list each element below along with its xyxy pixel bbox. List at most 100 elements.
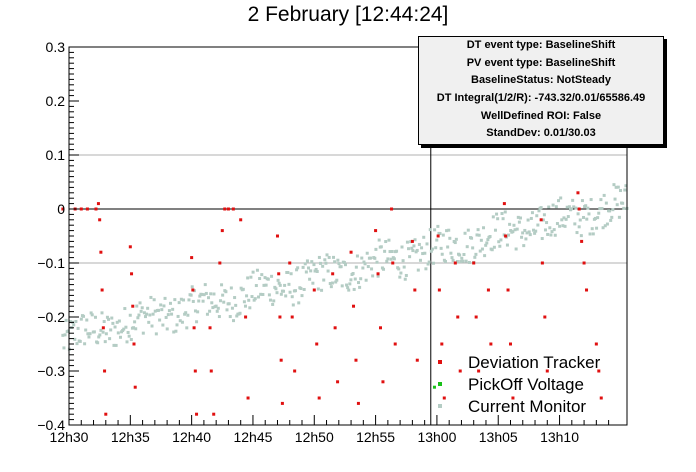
current-monitor-point [89,311,93,315]
current-monitor-point [195,320,199,324]
current-monitor-point [250,295,254,299]
current-monitor-point [84,328,88,332]
current-monitor-point [402,265,406,269]
current-monitor-point [183,312,187,316]
current-monitor-point [234,303,238,307]
current-monitor-point [198,294,202,298]
current-monitor-point [286,271,290,275]
current-monitor-point [537,209,541,213]
current-monitor-point [410,246,414,250]
current-monitor-point [276,278,280,282]
current-monitor-point [185,326,189,330]
current-monitor-point [75,342,79,346]
current-monitor-point [416,268,420,272]
current-monitor-point [363,262,367,266]
current-monitor-point [395,249,399,253]
current-monitor-point [436,224,440,228]
current-monitor-point [392,257,396,261]
deviation-tracker-point [440,342,444,346]
current-monitor-point [499,238,503,242]
current-monitor-point [309,269,313,273]
current-monitor-point [249,275,253,279]
y-tick-label: −0.3 [37,363,65,379]
deviation-tracker-point [374,229,378,233]
current-monitor-point [418,258,422,262]
deviation-tracker-point [543,315,547,319]
current-monitor-point [63,333,67,337]
current-monitor-point [518,216,522,220]
current-monitor-point [597,211,601,215]
current-monitor-point [539,206,543,210]
current-monitor-point [316,287,320,291]
current-monitor-point [186,313,190,317]
deviation-tracker-point [317,396,321,400]
current-monitor-point [486,238,490,242]
current-monitor-point [383,249,387,253]
current-monitor-point [200,292,204,296]
current-monitor-point [207,296,211,300]
current-monitor-point [409,240,413,244]
current-monitor-point [382,267,386,271]
deviation-tracker-point [239,218,243,222]
deviation-tracker-point [437,288,441,292]
deviation-tracker-point [577,207,581,211]
deviation-tracker-point [597,369,601,373]
current-monitor-point [139,309,143,313]
current-monitor-point [505,243,509,247]
current-monitor-point [610,215,614,219]
current-monitor-point [148,313,152,317]
current-monitor-point [136,316,140,320]
current-monitor-point [475,233,479,237]
current-monitor-point [523,228,527,232]
legend-label-deviation-tracker: Deviation Tracker [468,353,601,372]
deviation-tracker-point [506,288,510,292]
current-monitor-point [329,285,333,289]
deviation-tracker-point [190,256,194,260]
current-monitor-point [125,340,129,344]
current-monitor-point [543,228,547,232]
current-monitor-point [559,196,563,200]
deviation-tracker-point [275,234,279,238]
current-monitor-point [407,247,411,251]
current-monitor-point [86,332,90,336]
deviation-tracker-point [539,218,543,222]
current-monitor-point [473,255,477,259]
current-monitor-point [82,314,86,318]
deviation-tracker-point [504,234,508,238]
current-monitor-point [405,240,409,244]
current-monitor-points [61,183,629,351]
current-monitor-point [173,298,177,302]
legend-item-current-monitor: Current Monitor [432,396,627,418]
current-monitor-point [624,184,628,188]
current-monitor-point [576,212,580,216]
current-monitor-point [427,260,431,264]
current-monitor-point [255,268,259,272]
current-monitor-point [208,309,212,313]
deviation-tracker-point [456,315,460,319]
deviation-tracker-point [61,207,65,211]
current-monitor-point [210,301,214,305]
x-tick-label: 13h00 [417,429,456,445]
current-monitor-point [259,292,263,296]
current-monitor-point [384,240,388,244]
current-monitor-point [209,292,213,296]
current-monitor-point [340,284,344,288]
current-monitor-point [126,330,130,334]
current-monitor-point [314,267,318,271]
legend-item-deviation-tracker: Deviation Tracker [432,352,627,374]
current-monitor-point [170,312,174,316]
current-monitor-point [116,331,120,335]
current-monitor-point [268,298,272,302]
deviation-tracker-point [594,342,598,346]
current-monitor-point [241,287,245,291]
current-monitor-point [453,241,457,245]
current-monitor-point [293,289,297,293]
deviation-tracker-point [349,250,353,254]
current-monitor-point [129,338,133,342]
current-monitor-point [191,299,195,303]
current-monitor-point [76,326,80,330]
current-monitor-point [149,295,153,299]
current-monitor-point [386,257,390,261]
current-monitor-point [164,315,168,319]
current-monitor-point [150,324,154,328]
